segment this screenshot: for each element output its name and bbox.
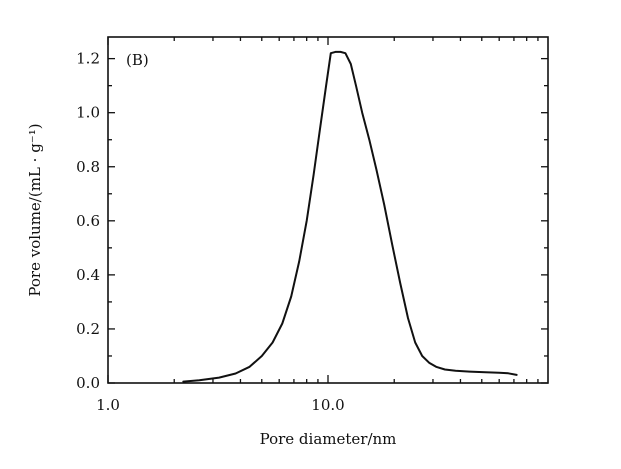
x-axis-label: Pore diameter/nm <box>260 430 397 448</box>
pore-volume-curve <box>182 50 518 383</box>
plot-frame <box>107 36 549 384</box>
ticks-layer: 0.0 0.2 0.4 0.6 0.8 1.0 1.2 1.0 10.0 <box>76 37 548 414</box>
x-tick-label: 1.0 <box>96 396 120 414</box>
x-tick-label: 10.0 <box>311 396 344 414</box>
y-axis-label: Pore volume/(mL · g⁻¹) <box>26 123 44 296</box>
y-tick-label: 0.0 <box>76 374 100 392</box>
y-tick-label: 1.2 <box>76 50 100 68</box>
y-tick-label: 0.8 <box>76 158 100 176</box>
y-tick-label: 0.2 <box>76 320 100 338</box>
y-tick-label: 0.6 <box>76 212 100 230</box>
panel-label: (B) <box>126 51 149 69</box>
y-tick-label: 0.4 <box>76 266 100 284</box>
y-tick-label: 1.0 <box>76 104 100 122</box>
